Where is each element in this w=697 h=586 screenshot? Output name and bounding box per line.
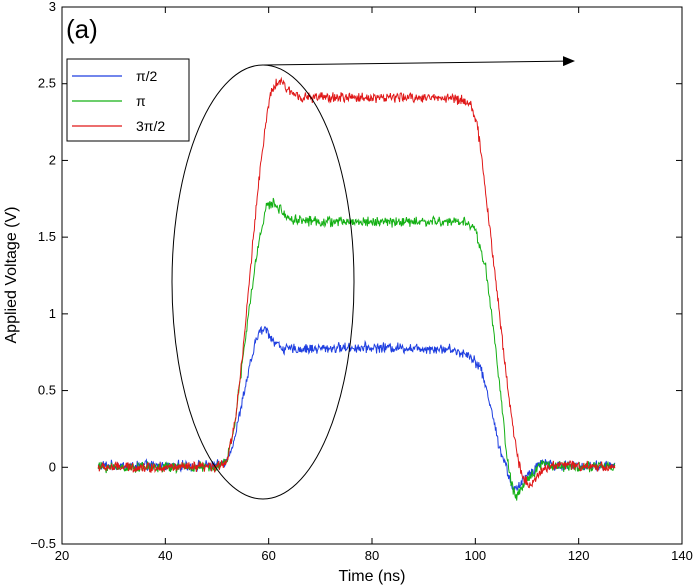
panel-label: (a) <box>66 14 98 44</box>
axis-ticks: 20 40 60 80 100 120 140 −0.5 0 0.5 1 1.5 2 2.5 3 <box>30 0 693 563</box>
y-tick-label: 1.5 <box>38 229 56 244</box>
x-tick-label: 100 <box>464 548 486 563</box>
legend-label-pi-2: π/2 <box>136 68 158 84</box>
y-tick-label: 0.5 <box>38 383 56 398</box>
annotation-arrow <box>263 56 575 67</box>
series-layer <box>97 76 616 501</box>
y-tick-label: 3 <box>49 0 56 14</box>
x-tick-label: 60 <box>261 548 275 563</box>
y-tick-label: 2.5 <box>38 76 56 91</box>
legend-box <box>66 58 190 142</box>
x-tick-label: 140 <box>671 548 693 563</box>
legend-label-pi: π <box>136 93 146 109</box>
y-tick-label: 1 <box>49 306 56 321</box>
y-tick-label: 0 <box>49 459 56 474</box>
y-axis-title: Applied Voltage (V) <box>3 207 20 344</box>
x-tick-label: 120 <box>568 548 590 563</box>
series-3pi-2 <box>97 76 616 489</box>
x-axis-title: Time (ns) <box>339 568 406 585</box>
x-tick-label: 40 <box>158 548 172 563</box>
series-pi <box>97 197 616 501</box>
x-tick-label: 20 <box>55 548 69 563</box>
annotation-ellipse <box>171 64 355 500</box>
x-tick-label: 80 <box>365 548 379 563</box>
legend-label-3pi-2: 3π/2 <box>136 118 165 134</box>
y-tick-label: −0.5 <box>30 536 56 551</box>
y-tick-label: 2 <box>49 152 56 167</box>
legend: π/2 π 3π/2 <box>66 58 190 142</box>
